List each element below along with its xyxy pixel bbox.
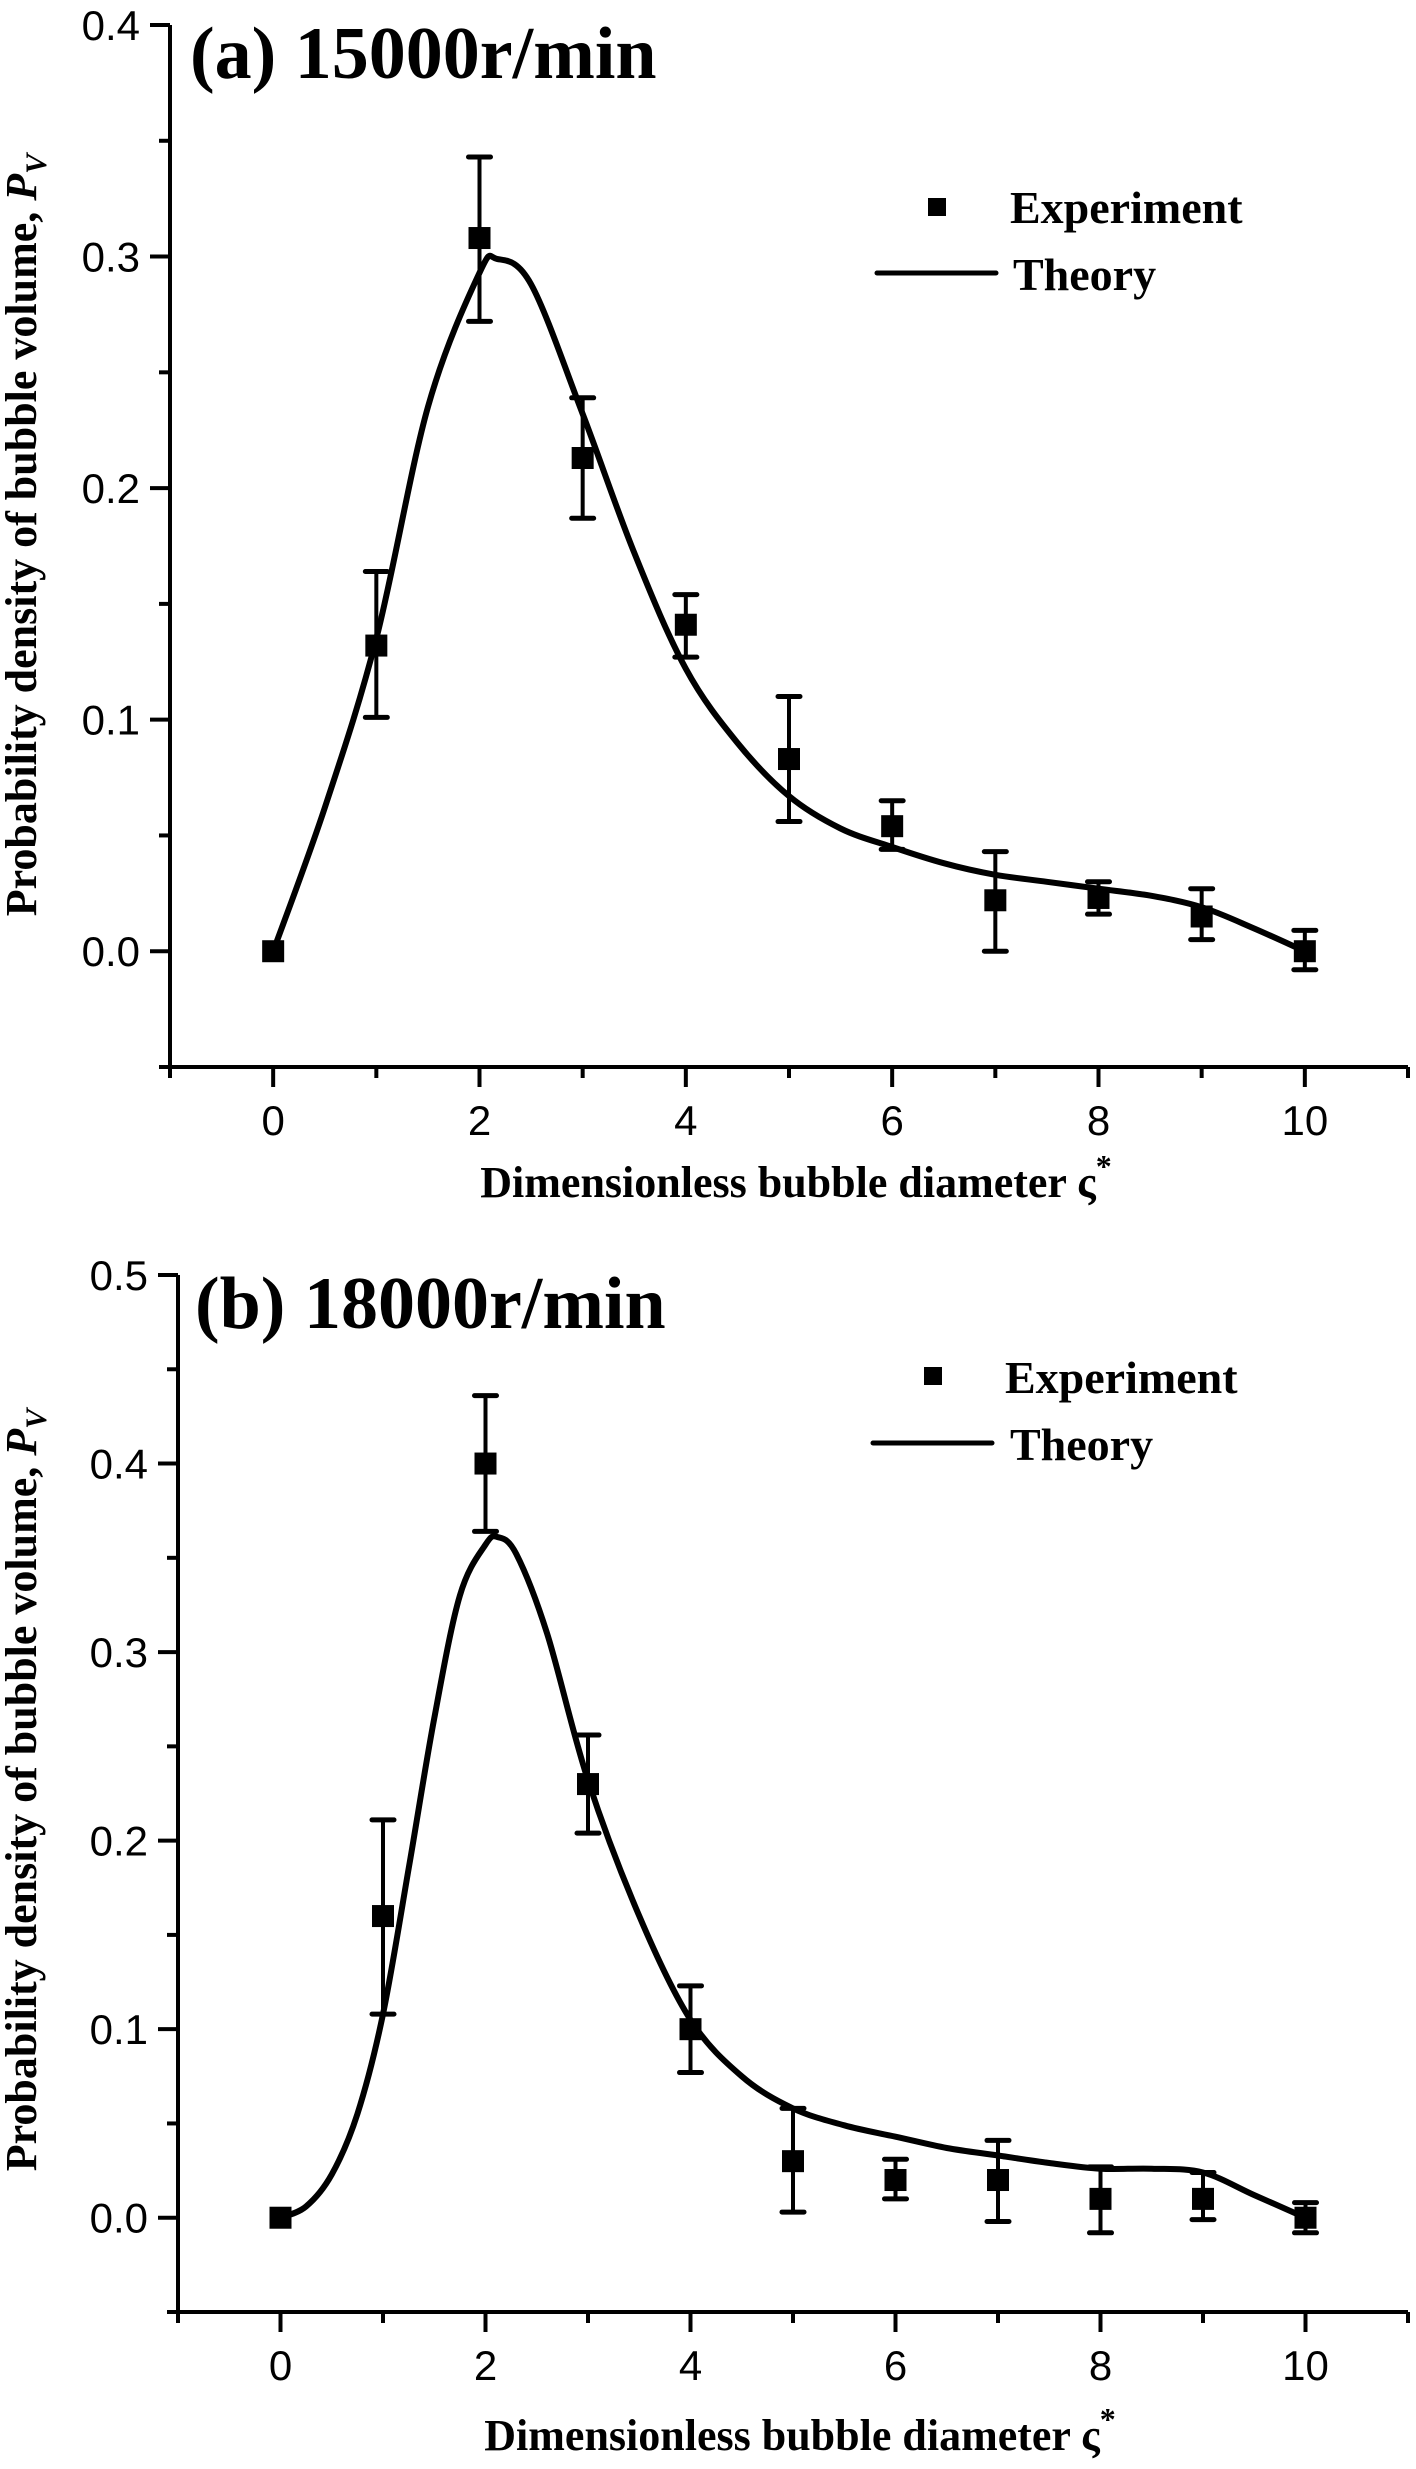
y-tick-label: 0.2 bbox=[90, 1818, 148, 1865]
experiment-point bbox=[779, 2105, 807, 2215]
x-tick-label: 6 bbox=[880, 1097, 903, 1144]
legend-experiment-label: Experiment bbox=[1010, 182, 1243, 233]
square-marker bbox=[679, 2018, 702, 2041]
square-marker bbox=[571, 447, 594, 470]
panel-a: 0.0 0.1 0.2 0.3 0.4 0 2 4 6 8 10 (a) 15000r/min Ex… bbox=[0, 2, 1410, 1207]
square-marker bbox=[1293, 940, 1316, 963]
x-tick-label: 0 bbox=[261, 1097, 284, 1144]
experiment-point bbox=[569, 395, 597, 521]
x-tick-label: 2 bbox=[474, 2342, 497, 2389]
square-marker bbox=[987, 2169, 1009, 2192]
experiment-point bbox=[472, 1393, 499, 1534]
legend-b: Experiment Theory bbox=[870, 1352, 1238, 1470]
experiment-point bbox=[1291, 927, 1319, 973]
square-marker bbox=[269, 2206, 292, 2229]
y-axis-title-b: Probability density of bubble volume, PV bbox=[0, 1406, 53, 2171]
y-tick-label: 0.3 bbox=[90, 1629, 148, 1676]
legend-theory-label: Theory bbox=[1013, 249, 1156, 300]
experiment-point bbox=[1087, 2164, 1114, 2236]
experiment-point bbox=[1085, 879, 1112, 917]
experiment-point bbox=[1188, 886, 1216, 943]
experiment-point bbox=[984, 2137, 1012, 2224]
legend-a: Experiment Theory bbox=[874, 182, 1243, 300]
x-tick-label: 0 bbox=[269, 2342, 292, 2389]
legend-theory-label: Theory bbox=[1010, 1419, 1153, 1470]
square-marker bbox=[881, 815, 904, 838]
legend-experiment-marker bbox=[924, 1367, 942, 1385]
x-tick-label: 10 bbox=[1281, 1097, 1328, 1144]
x-axis-title-a: Dimensionless bubble diameter ς* bbox=[480, 1148, 1111, 1207]
experiment-point bbox=[677, 1983, 704, 2076]
y-tick-label: 0.5 bbox=[90, 1252, 148, 1299]
square-marker bbox=[262, 940, 285, 963]
x-tick-label: 4 bbox=[679, 2342, 702, 2389]
x-tick-label: 2 bbox=[468, 1097, 491, 1144]
square-marker bbox=[372, 1905, 394, 1928]
y-tick-label: 0.1 bbox=[82, 697, 140, 744]
experiment-point bbox=[369, 1817, 397, 2017]
theory-series-a bbox=[270, 252, 1307, 954]
y-tick-label: 0.4 bbox=[82, 2, 140, 49]
square-marker bbox=[1192, 2187, 1214, 2210]
axes-b: 0.0 0.1 0.2 0.3 0.4 0.5 0 2 4 6 8 10 bbox=[90, 1252, 1410, 2389]
x-tick-label: 10 bbox=[1282, 2342, 1329, 2389]
experiment-point bbox=[882, 2156, 909, 2202]
square-marker bbox=[1190, 905, 1213, 928]
square-marker bbox=[577, 1773, 599, 1796]
square-marker bbox=[984, 889, 1007, 912]
x-tick-label: 6 bbox=[884, 2342, 907, 2389]
experiment-series-b bbox=[269, 1393, 1319, 2236]
legend-experiment-label: Experiment bbox=[1005, 1352, 1238, 1403]
y-tick-label: 0.0 bbox=[82, 928, 140, 975]
experiment-point bbox=[362, 568, 390, 720]
panel-title-a: (a) 15000r/min bbox=[190, 13, 657, 95]
experiment-point bbox=[574, 1732, 602, 1836]
square-marker bbox=[778, 748, 800, 771]
experiment-point bbox=[1292, 2200, 1319, 2236]
square-marker bbox=[468, 227, 491, 250]
panel-title-b: (b) 18000r/min bbox=[195, 1263, 666, 1345]
square-marker bbox=[1087, 886, 1110, 909]
y-tick-label: 0.2 bbox=[82, 465, 140, 512]
theory-curve bbox=[270, 252, 1307, 954]
square-marker bbox=[365, 634, 388, 657]
x-tick-label: 4 bbox=[674, 1097, 697, 1144]
experiment-point bbox=[466, 154, 493, 324]
experiment-point bbox=[262, 940, 285, 963]
panel-b: 0.0 0.1 0.2 0.3 0.4 0.5 0 2 4 6 8 10 (b) 18000r/min… bbox=[0, 1252, 1410, 2460]
y-tick-label: 0.4 bbox=[90, 1441, 148, 1488]
experiment-point bbox=[775, 694, 803, 825]
x-axis-title-b: Dimensionless bubble diameter ς* bbox=[484, 2401, 1115, 2460]
y-tick-label: 0.1 bbox=[90, 2006, 148, 2053]
square-marker bbox=[474, 1452, 497, 1475]
legend-experiment-marker bbox=[928, 198, 946, 216]
experiment-point bbox=[672, 592, 700, 660]
experiment-series-a bbox=[262, 154, 1319, 973]
square-marker bbox=[1089, 2187, 1112, 2210]
x-tick-label: 8 bbox=[1087, 1097, 1110, 1144]
square-marker bbox=[782, 2150, 804, 2173]
y-tick-label: 0.0 bbox=[90, 2195, 148, 2242]
y-axis-title-a: Probability density of bubble volume, PV bbox=[0, 151, 53, 916]
experiment-point bbox=[981, 849, 1009, 954]
y-tick-label: 0.3 bbox=[82, 234, 140, 281]
axes-a: 0.0 0.1 0.2 0.3 0.4 0 2 4 6 8 10 bbox=[82, 2, 1410, 1144]
experiment-point bbox=[1189, 2169, 1217, 2223]
experiment-point bbox=[269, 2206, 292, 2229]
square-marker bbox=[1294, 2206, 1317, 2229]
square-marker bbox=[674, 613, 697, 636]
square-marker bbox=[884, 2169, 907, 2192]
experiment-point bbox=[878, 798, 906, 852]
x-tick-label: 8 bbox=[1089, 2342, 1112, 2389]
